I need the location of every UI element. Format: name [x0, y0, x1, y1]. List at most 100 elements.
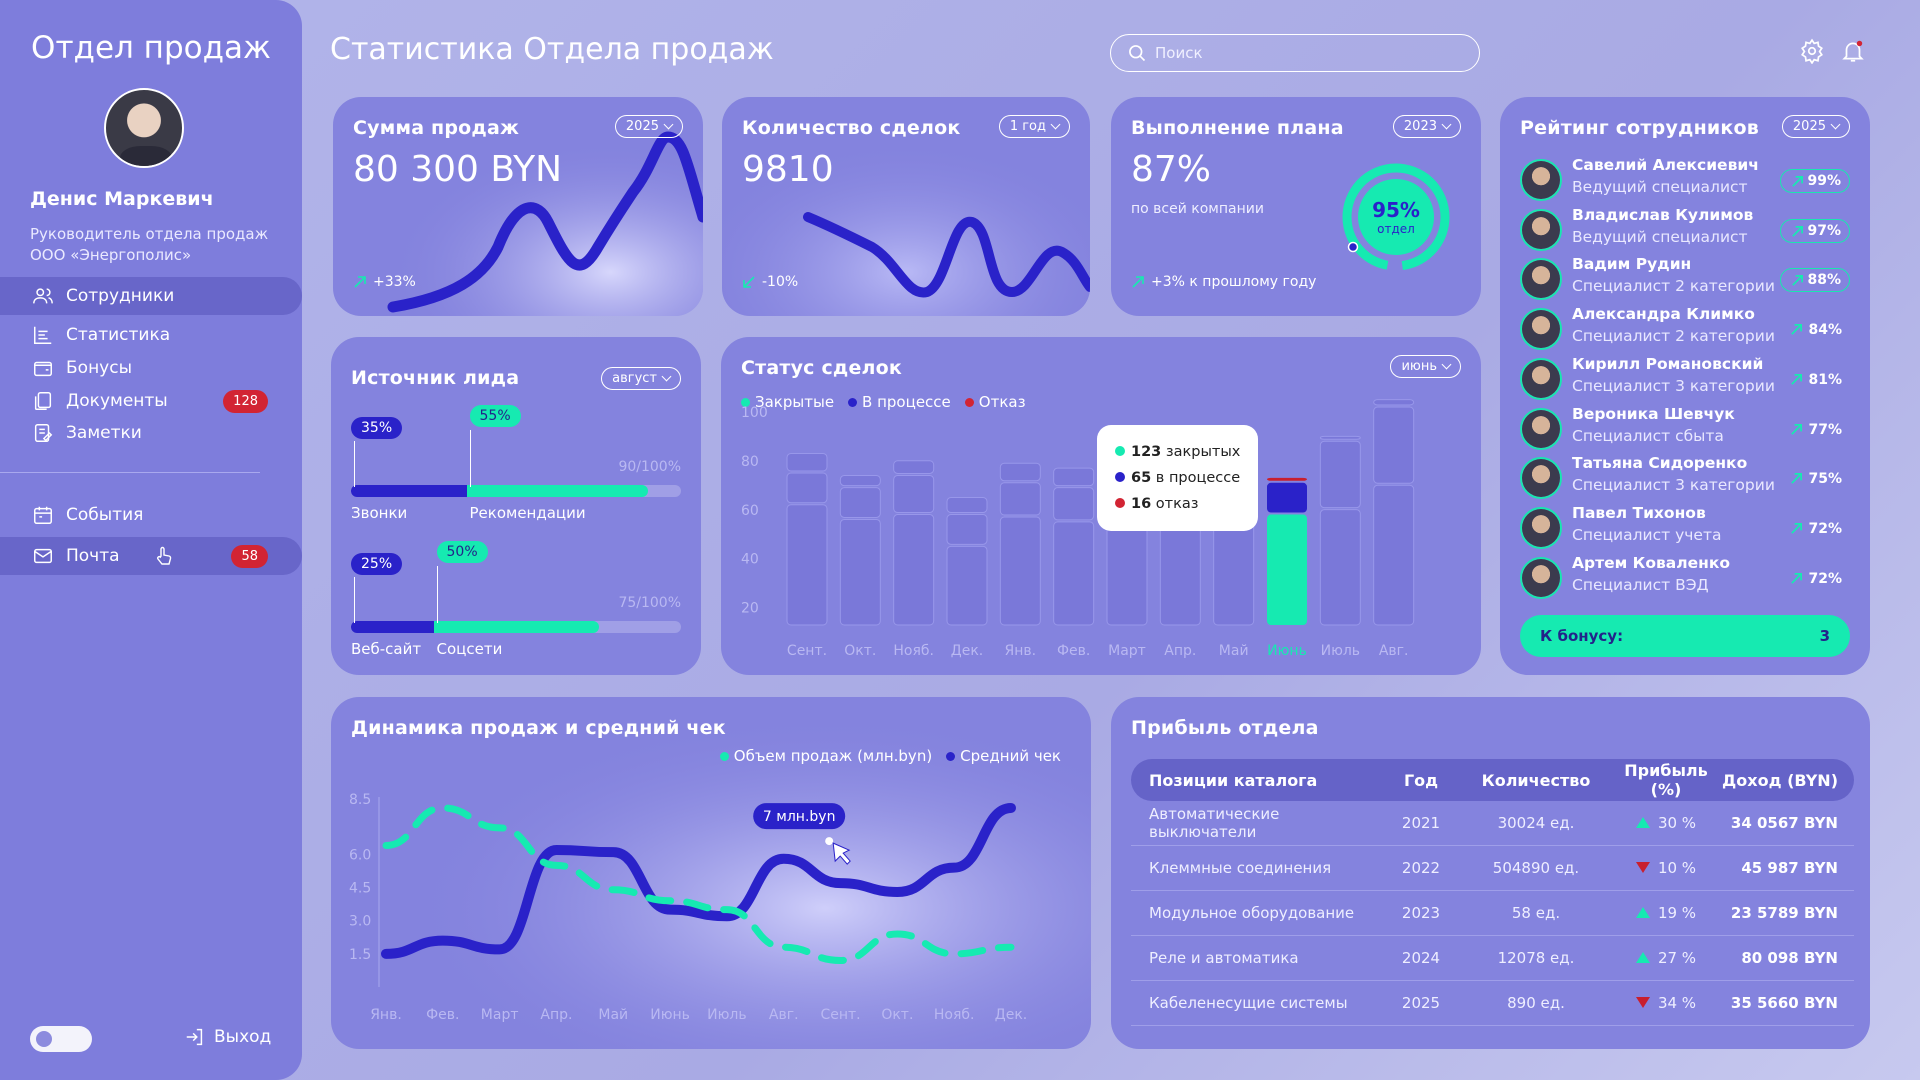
- card-title: Статус сделок: [741, 357, 903, 379]
- triangle-up-icon: [1635, 817, 1650, 828]
- avatar: [1520, 556, 1562, 599]
- x-tick-label: Авг.: [769, 1007, 799, 1023]
- bar-segment: [1373, 406, 1415, 484]
- logout-icon: [186, 1028, 203, 1046]
- x-tick-label: Март: [1108, 643, 1146, 659]
- bar-Нояб.: [893, 460, 935, 626]
- x-tick-label: Июль: [707, 1007, 746, 1023]
- rating-percent: 84%: [1780, 318, 1850, 342]
- x-tick-label: Окт.: [881, 1007, 913, 1023]
- rating-row[interactable]: Павел Тихонов Специалист учета 72%: [1520, 503, 1850, 553]
- arrow-down-left-icon: [743, 276, 755, 288]
- bar-segment: [946, 545, 988, 626]
- lead-b-percent: 55%: [469, 405, 521, 427]
- x-tick-label: Янв.: [370, 1007, 402, 1023]
- y-tick-label: 80: [741, 454, 759, 470]
- employee-role: Специалист ВЭД: [1572, 575, 1709, 594]
- rating-percent: 97%: [1780, 218, 1850, 243]
- employee-role: Ведущий специалист: [1572, 227, 1748, 246]
- table-row[interactable]: Автоматические выключатели 2021 30024 ед. 3…: [1131, 801, 1854, 846]
- bar-segment: [839, 487, 881, 518]
- lead-bar-a: [351, 485, 467, 497]
- table-row[interactable]: Кабеленесущие системы 2025 890 ед. 34 % 35 5…: [1131, 981, 1854, 1026]
- legend-volume: Объем продаж (млн.byn): [720, 747, 932, 765]
- rating-row[interactable]: Вероника Шевчук Специалист сбыта 77%: [1520, 404, 1850, 454]
- annotation-label: 7 млн.byn: [763, 809, 836, 825]
- period-dropdown[interactable]: июнь: [1390, 355, 1461, 378]
- x-tick-label: Фев.: [426, 1007, 459, 1023]
- bar-segment: [786, 472, 828, 504]
- avatar[interactable]: [104, 88, 184, 168]
- bar-segment: [999, 516, 1041, 626]
- y-tick-label: 60: [741, 503, 759, 519]
- bar-segment: [1319, 435, 1361, 440]
- employee-name: Вадим Рудин: [1572, 255, 1692, 274]
- arrow-up-right-icon: [1792, 176, 1803, 187]
- period-dropdown[interactable]: 1 год: [998, 115, 1070, 138]
- search-input[interactable]: [1155, 44, 1455, 62]
- avatar: [1520, 308, 1562, 351]
- bar-segment: [1319, 440, 1361, 509]
- chart-icon: [34, 326, 52, 344]
- table-row[interactable]: Модульное оборудование 2023 58 ед. 19 % 23 5…: [1131, 891, 1854, 936]
- rating-row[interactable]: Вадим Рудин Специалист 2 категории 88%: [1520, 254, 1850, 304]
- bell-icon[interactable]: [1840, 38, 1866, 64]
- x-tick-label: Апр.: [540, 1007, 572, 1023]
- sidebar-item-bonuses[interactable]: Бонусы: [0, 349, 302, 387]
- sidebar-item-documents[interactable]: Документы 128: [0, 382, 302, 420]
- rating-row[interactable]: Савелий Алексиевич Ведущий специалист 99%: [1520, 155, 1850, 205]
- y-tick-label: 1.5: [349, 947, 371, 963]
- lead-bar-b: [433, 621, 599, 633]
- rating-row[interactable]: Артем Коваленко Специалист ВЭД 72%: [1520, 553, 1850, 603]
- x-tick-label: Апр.: [1164, 643, 1196, 659]
- x-tick-label: Нояб.: [934, 1007, 975, 1023]
- logout-button[interactable]: Выход: [184, 1026, 271, 1048]
- period-dropdown[interactable]: август: [601, 367, 681, 390]
- sidebar-item-mail[interactable]: Почта 58: [0, 537, 302, 575]
- rating-row[interactable]: Кирилл Романовский Специалист 3 категории…: [1520, 354, 1850, 404]
- documents-badge: 128: [223, 389, 268, 413]
- avatar: [1520, 357, 1562, 400]
- rating-row[interactable]: Татьяна Сидоренко Специалист 3 категории 7…: [1520, 453, 1850, 503]
- sales-sum-value: 80 300 BYN: [353, 149, 563, 190]
- card-deal-status: Статус сделок июнь Закрытые В процессе О…: [721, 337, 1481, 675]
- table-row[interactable]: Клеммные соединения 2022 504890 ед. 10 % 45 …: [1131, 846, 1854, 891]
- pointer-hand-icon: [157, 546, 172, 565]
- x-tick-label: Июнь: [1267, 643, 1307, 659]
- bar-segment: [999, 482, 1041, 516]
- ring-label: отдел: [1377, 222, 1415, 236]
- avatar: [1520, 159, 1562, 201]
- x-tick-label: Фев.: [1057, 643, 1090, 659]
- user-name: Денис Маркевич: [30, 188, 214, 210]
- bonus-button[interactable]: К бонусу: 3: [1520, 615, 1850, 657]
- employee-name: Кирилл Романовский: [1572, 354, 1764, 373]
- theme-toggle[interactable]: [30, 1026, 92, 1052]
- employee-role: Специалист 3 категории: [1572, 376, 1775, 395]
- bar-Июль: [1319, 435, 1361, 626]
- sidebar-item-statistics[interactable]: Статистика: [0, 316, 302, 354]
- period-dropdown[interactable]: 2025: [1781, 115, 1850, 138]
- bar-segment: [893, 460, 935, 474]
- triangle-up-icon: [1635, 907, 1650, 918]
- rating-row[interactable]: Владислав Кулимов Ведущий специалист 97%: [1520, 205, 1850, 255]
- period-dropdown[interactable]: 2023: [1392, 115, 1461, 138]
- x-tick-label: Май: [598, 1007, 628, 1023]
- y-tick-label: 40: [741, 552, 759, 568]
- cursor-icon: [832, 842, 851, 865]
- rating-row[interactable]: Александра Климко Специалист 2 категории 8…: [1520, 304, 1850, 354]
- arrow-up-right-icon: [1132, 276, 1144, 288]
- gear-icon[interactable]: [1799, 38, 1825, 64]
- sidebar-item-events[interactable]: События: [0, 496, 302, 534]
- lead-a-label: Веб-сайт: [351, 640, 422, 658]
- search-bar[interactable]: [1110, 34, 1480, 72]
- deals-count-value: 9810: [742, 149, 834, 190]
- sidebar-item-notes[interactable]: Заметки: [0, 414, 302, 452]
- period-dropdown[interactable]: 2025: [614, 115, 683, 138]
- table-row[interactable]: Реле и автоматика 2024 12078 ед. 27 % 80 098…: [1131, 936, 1854, 981]
- lead-bar-a: [351, 621, 434, 633]
- sidebar-item-employees[interactable]: Сотрудники: [0, 277, 302, 315]
- card-sales-dynamics: 8.5 6.0 4.5 3.0 1.5 Янв. Фев. Март Апр. Май Июнь Ию…: [331, 697, 1091, 1049]
- x-tick-label: Авг.: [1379, 643, 1409, 659]
- x-tick-label: Май: [1219, 643, 1249, 659]
- plan-delta: +3% к прошлому году: [1131, 274, 1316, 290]
